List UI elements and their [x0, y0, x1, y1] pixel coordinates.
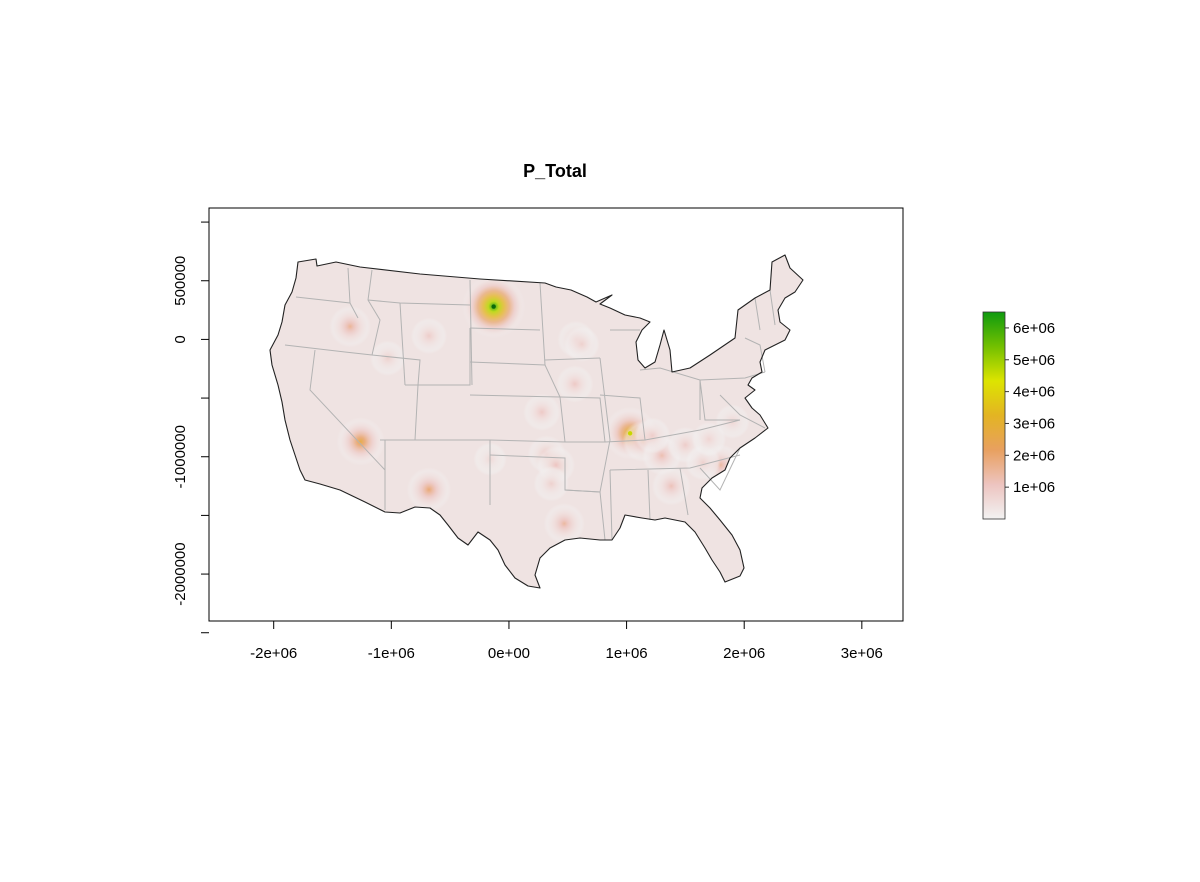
state-border [639, 367, 701, 420]
legend-colorbar [982, 311, 1006, 520]
state-border [609, 454, 741, 471]
state-border [284, 344, 373, 356]
raster-hotspot [543, 503, 585, 545]
state-border [469, 394, 561, 398]
raster-hotspot [523, 393, 561, 431]
x-tick-label: 2e+06 [723, 645, 765, 662]
state-border [719, 394, 766, 429]
state-border [559, 396, 606, 443]
y-axis: 500000 0 -1000000 -2000000 [172, 221, 209, 634]
state-border [399, 302, 406, 386]
state-border [744, 337, 766, 373]
raster-hotspot [370, 340, 406, 376]
map-panel [208, 207, 904, 622]
hotspot-core [491, 304, 496, 309]
state-border [599, 357, 611, 493]
state-border [609, 469, 613, 541]
state-border [769, 289, 776, 326]
x-tick-label: 3e+06 [841, 645, 883, 662]
y-tick-label: -1000000 [172, 425, 189, 488]
raster-hotspots [329, 274, 750, 545]
state-border [679, 467, 689, 516]
y-tick-label: 0 [172, 335, 189, 343]
state-borders [284, 267, 776, 541]
raster-hotspot [634, 417, 671, 454]
x-tick-label: -2e+06 [250, 645, 297, 662]
state-border [564, 489, 606, 541]
state-border [469, 279, 473, 386]
us-outline [269, 254, 804, 589]
raster-hotspot [329, 305, 372, 348]
color-legend: 1e+06 2e+06 3e+06 4e+06 5e+06 6e+06 [982, 311, 1055, 520]
x-axis: -2e+06 -1e+06 0e+00 1e+06 2e+06 3e+06 [250, 621, 883, 662]
raster-hotspot [564, 326, 600, 362]
y-tick-label: -2000000 [172, 542, 189, 605]
state-border [489, 439, 566, 443]
state-border [699, 379, 740, 421]
x-tick-label: 0e+00 [488, 645, 530, 662]
state-border [367, 269, 381, 356]
raster-hotspot [691, 421, 727, 457]
state-border [469, 361, 546, 366]
legend-tick-label: 1e+06 [1013, 479, 1055, 496]
state-border [644, 419, 741, 441]
state-border [754, 297, 761, 331]
x-tick-label: -1e+06 [368, 645, 415, 662]
state-border [309, 349, 386, 471]
raster-hotspot [410, 317, 448, 355]
legend-tick-label: 2e+06 [1013, 447, 1055, 464]
state-border [405, 328, 471, 386]
legend-tick-label: 6e+06 [1013, 320, 1055, 337]
state-border [371, 354, 421, 386]
x-tick-label: 1e+06 [606, 645, 648, 662]
y-tick-label: 500000 [172, 256, 189, 306]
state-border [699, 447, 741, 491]
legend-tick-label: 4e+06 [1013, 384, 1055, 401]
state-border [544, 357, 601, 361]
raster-hotspot [556, 365, 594, 403]
state-border [469, 327, 541, 331]
raster-hotspot [336, 417, 385, 466]
hotspot-core [627, 431, 633, 436]
chart-title: P_Total [523, 161, 587, 181]
raster-hotspot [406, 467, 452, 512]
raster-hotspot [533, 466, 570, 502]
legend-tick-label: 3e+06 [1013, 415, 1055, 432]
state-border [539, 282, 566, 443]
legend-ticks: 1e+06 2e+06 3e+06 4e+06 5e+06 6e+06 [1005, 320, 1055, 496]
state-border [347, 267, 351, 304]
state-border [599, 394, 646, 443]
state-border [647, 469, 651, 521]
legend-tick-label: 5e+06 [1013, 352, 1055, 369]
